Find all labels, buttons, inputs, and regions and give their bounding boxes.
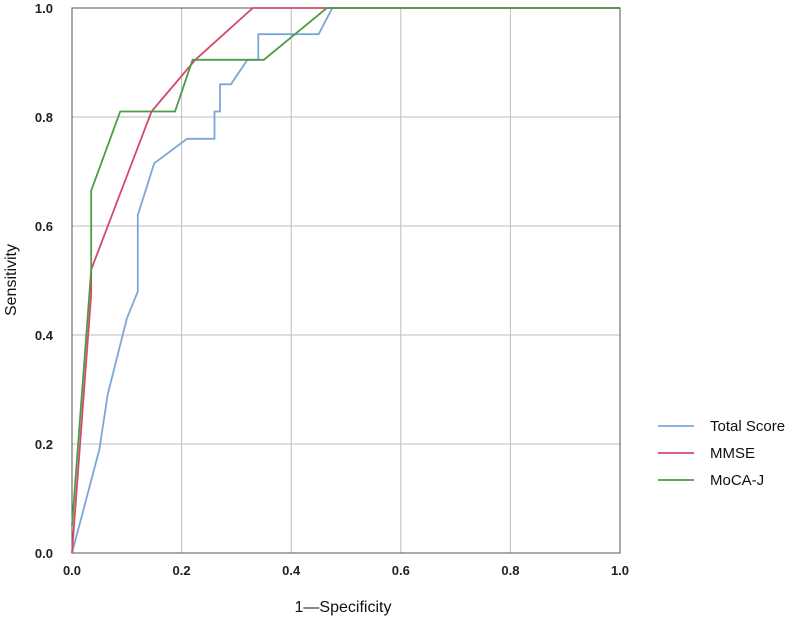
y-tick-label: 0.4 [35,328,54,343]
legend: Total Score MMSE MoCA-J [658,418,785,489]
series-line-moca-j [71,7,620,526]
y-axis-title: Sensitivity [3,244,20,316]
x-tick-label: 0.8 [501,563,519,578]
y-tick-label: 0.0 [35,546,53,561]
y-tick-label: 0.8 [35,110,53,125]
x-axis-title: 1—Specificity [295,599,392,616]
grid-lines [71,7,621,554]
x-tick-label: 0.2 [173,563,191,578]
legend-label: MoCA-J [710,472,764,489]
series-line-mmse [71,7,620,554]
y-tick-labels: 0.0 0.2 0.4 0.6 0.8 1.0 [35,1,54,561]
x-tick-labels: 0.0 0.2 0.4 0.6 0.8 1.0 [63,563,629,578]
legend-label: MMSE [710,445,755,462]
y-tick-label: 0.2 [35,437,53,452]
series-lines [71,7,620,554]
y-tick-label: 0.6 [35,219,53,234]
x-tick-label: 1.0 [611,563,629,578]
x-tick-label: 0.0 [63,563,81,578]
series-line-total-score [71,7,620,554]
y-tick-label: 1.0 [35,1,53,16]
legend-label: Total Score [710,418,785,435]
plot-frame [71,7,621,554]
x-tick-label: 0.4 [282,563,301,578]
x-tick-label: 0.6 [392,563,410,578]
